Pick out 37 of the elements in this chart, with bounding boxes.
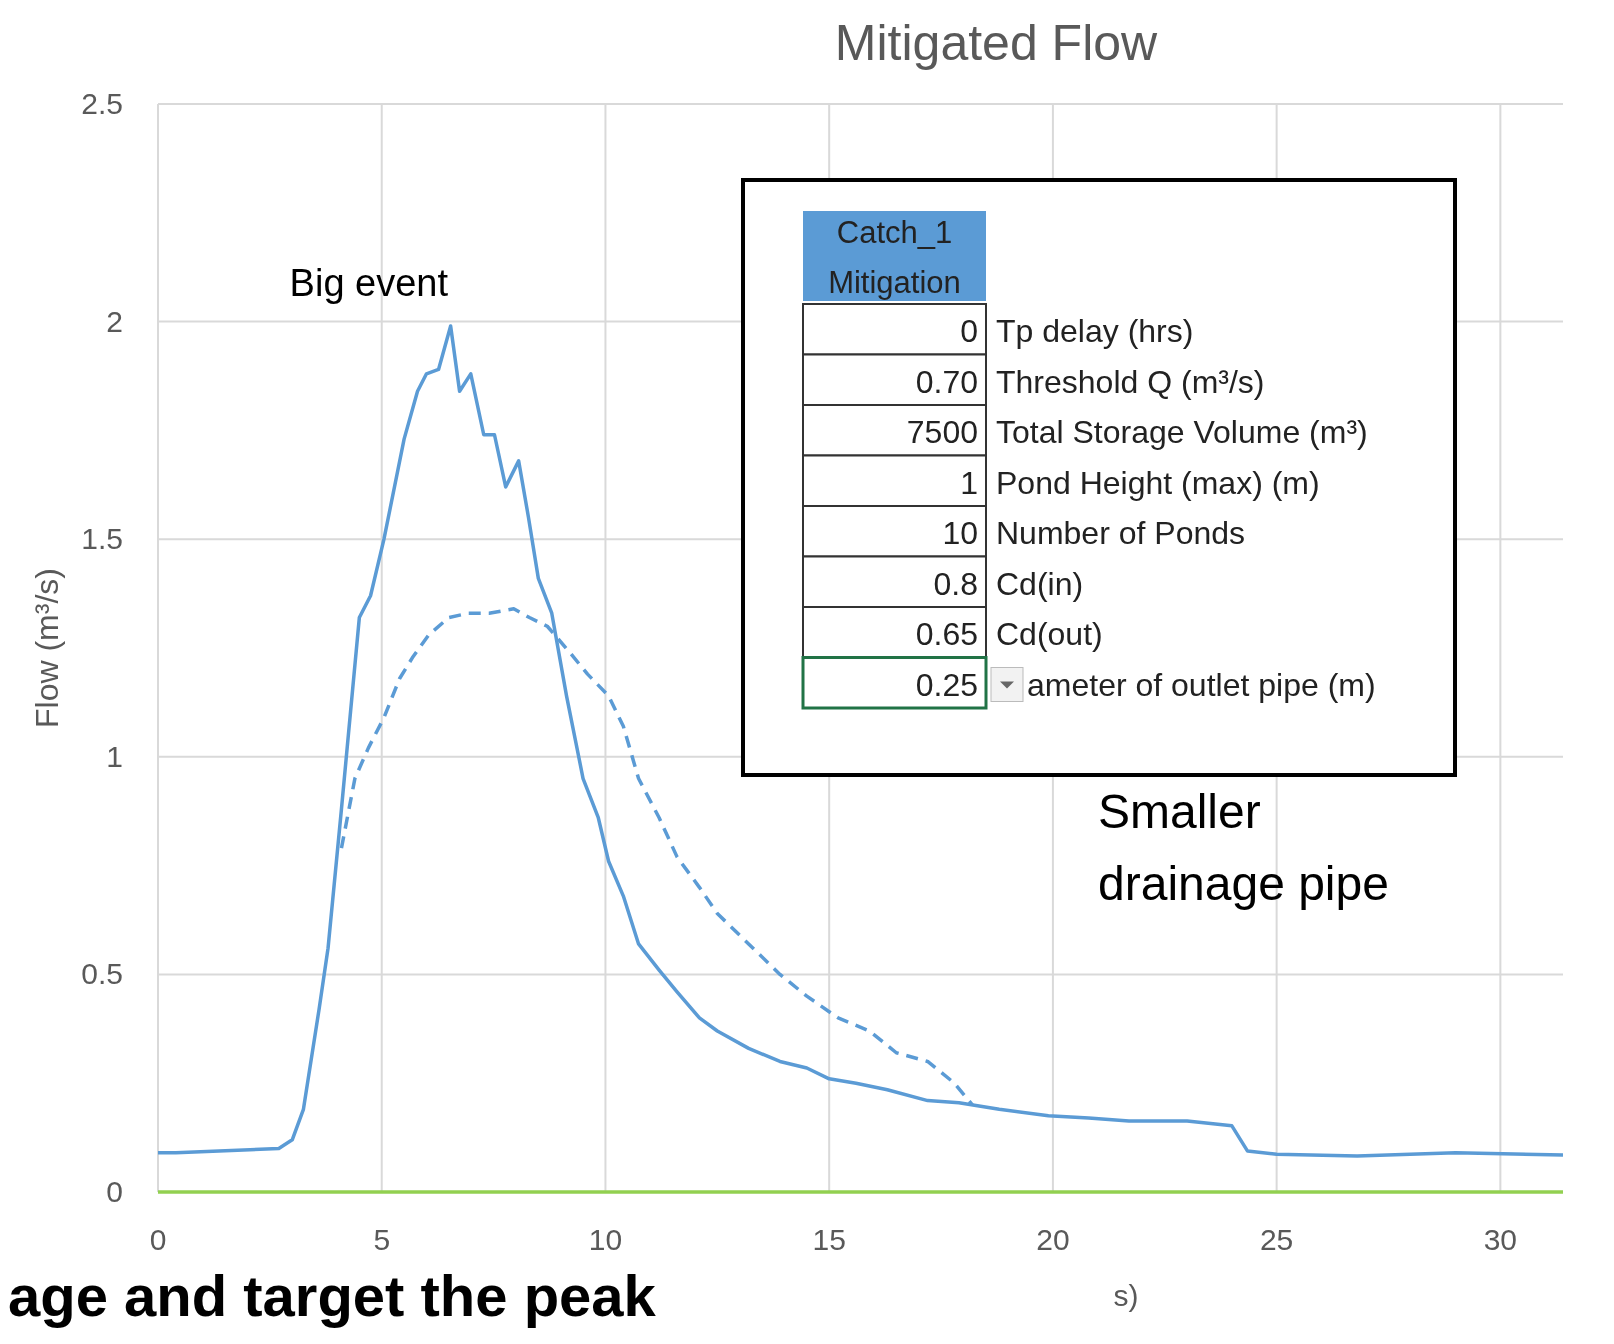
annotation: Cd(in) bbox=[996, 565, 1084, 602]
annotation: 10 bbox=[942, 515, 978, 551]
annotation: 0.25 bbox=[915, 666, 978, 703]
annotation: Tp delay (hrs) bbox=[996, 313, 1194, 349]
annotation: 1 bbox=[960, 464, 978, 501]
x-tick-label: 20 bbox=[1036, 1223, 1070, 1256]
x-tick-label: 0 bbox=[149, 1223, 167, 1256]
annotation: 0.65 bbox=[915, 616, 978, 652]
x-axis-title: s) bbox=[1113, 1279, 1139, 1312]
annotation: 7500 bbox=[906, 414, 978, 450]
text: age and target the peak bbox=[8, 1263, 657, 1328]
x-tick-label: 25 bbox=[1259, 1223, 1294, 1256]
y-axis-title: Flow (m³/s) bbox=[29, 568, 65, 728]
annotation: Threshold Q (m³/s) bbox=[996, 363, 1265, 400]
annotation: Number of Ponds bbox=[996, 515, 1246, 551]
annotation: 0.70 bbox=[915, 363, 978, 400]
annotation: 0.8 bbox=[933, 565, 978, 602]
y-tick-label: 1 bbox=[106, 739, 123, 773]
x-tick-label: 10 bbox=[588, 1223, 623, 1256]
annotation: Pond Height (max) (m) bbox=[996, 464, 1320, 501]
y-tick-label: 2.5 bbox=[81, 87, 123, 120]
annotation: Total Storage Volume (m³) bbox=[996, 414, 1368, 450]
annotation: 0 bbox=[960, 313, 978, 349]
annotation: Big event bbox=[289, 261, 449, 304]
x-tick-label: 30 bbox=[1483, 1223, 1518, 1256]
x-tick-label: 5 bbox=[373, 1223, 391, 1256]
y-tick-label: 2 bbox=[106, 304, 123, 338]
chart-title: Mitigated Flow bbox=[834, 15, 1159, 71]
annotation: Smaller drainage pipe bbox=[1098, 785, 1389, 910]
y-tick-label: 0 bbox=[106, 1175, 123, 1208]
y-tick-label: 0.5 bbox=[81, 957, 123, 991]
annotation: ameter of outlet pipe (m) bbox=[1027, 666, 1376, 703]
annotation: Catch_1 Mitigation bbox=[828, 215, 961, 300]
x-tick-label: 15 bbox=[812, 1223, 846, 1256]
annotation: Cd(out) bbox=[996, 616, 1103, 652]
line-series bbox=[339, 607, 975, 1107]
y-tick-label: 1.5 bbox=[81, 522, 123, 556]
